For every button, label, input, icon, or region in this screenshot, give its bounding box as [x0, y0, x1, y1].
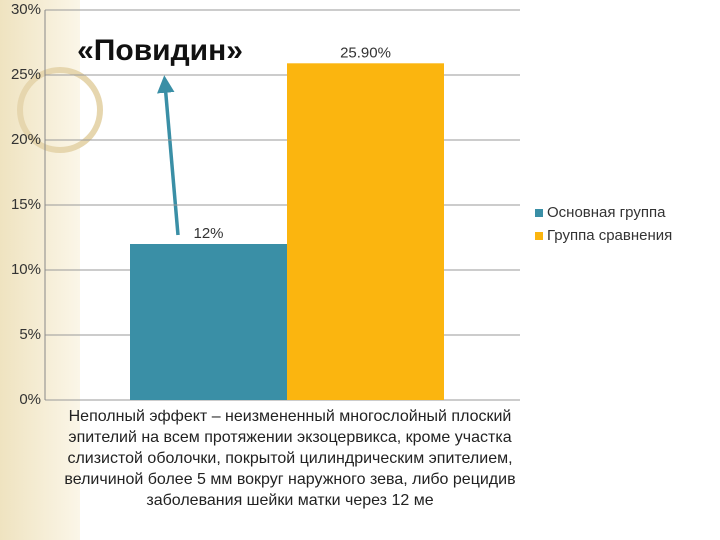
bar: [130, 244, 287, 400]
y-tick-label: 25%: [11, 66, 41, 83]
legend-swatch: [535, 232, 543, 240]
y-tick-label: 5%: [19, 326, 41, 343]
legend-label: Основная группа: [547, 204, 666, 221]
y-tick-label: 20%: [11, 131, 41, 148]
y-tick-label: 0%: [19, 391, 41, 408]
annotation: «Повидин»: [77, 34, 243, 67]
legend-label: Группа сравнения: [547, 227, 672, 244]
annotation-arrow: [157, 75, 180, 236]
value-label: 12%: [193, 225, 223, 242]
y-tick-label: 15%: [11, 196, 41, 213]
legend-swatch: [535, 209, 543, 217]
y-tick-label: 10%: [11, 261, 41, 278]
y-tick-label: 30%: [11, 1, 41, 18]
bar: [287, 63, 444, 401]
category-label: Неполный эффект – неизмененный многослой…: [64, 408, 516, 509]
decor-ring: [17, 67, 103, 153]
value-label: 25.90%: [340, 44, 391, 61]
